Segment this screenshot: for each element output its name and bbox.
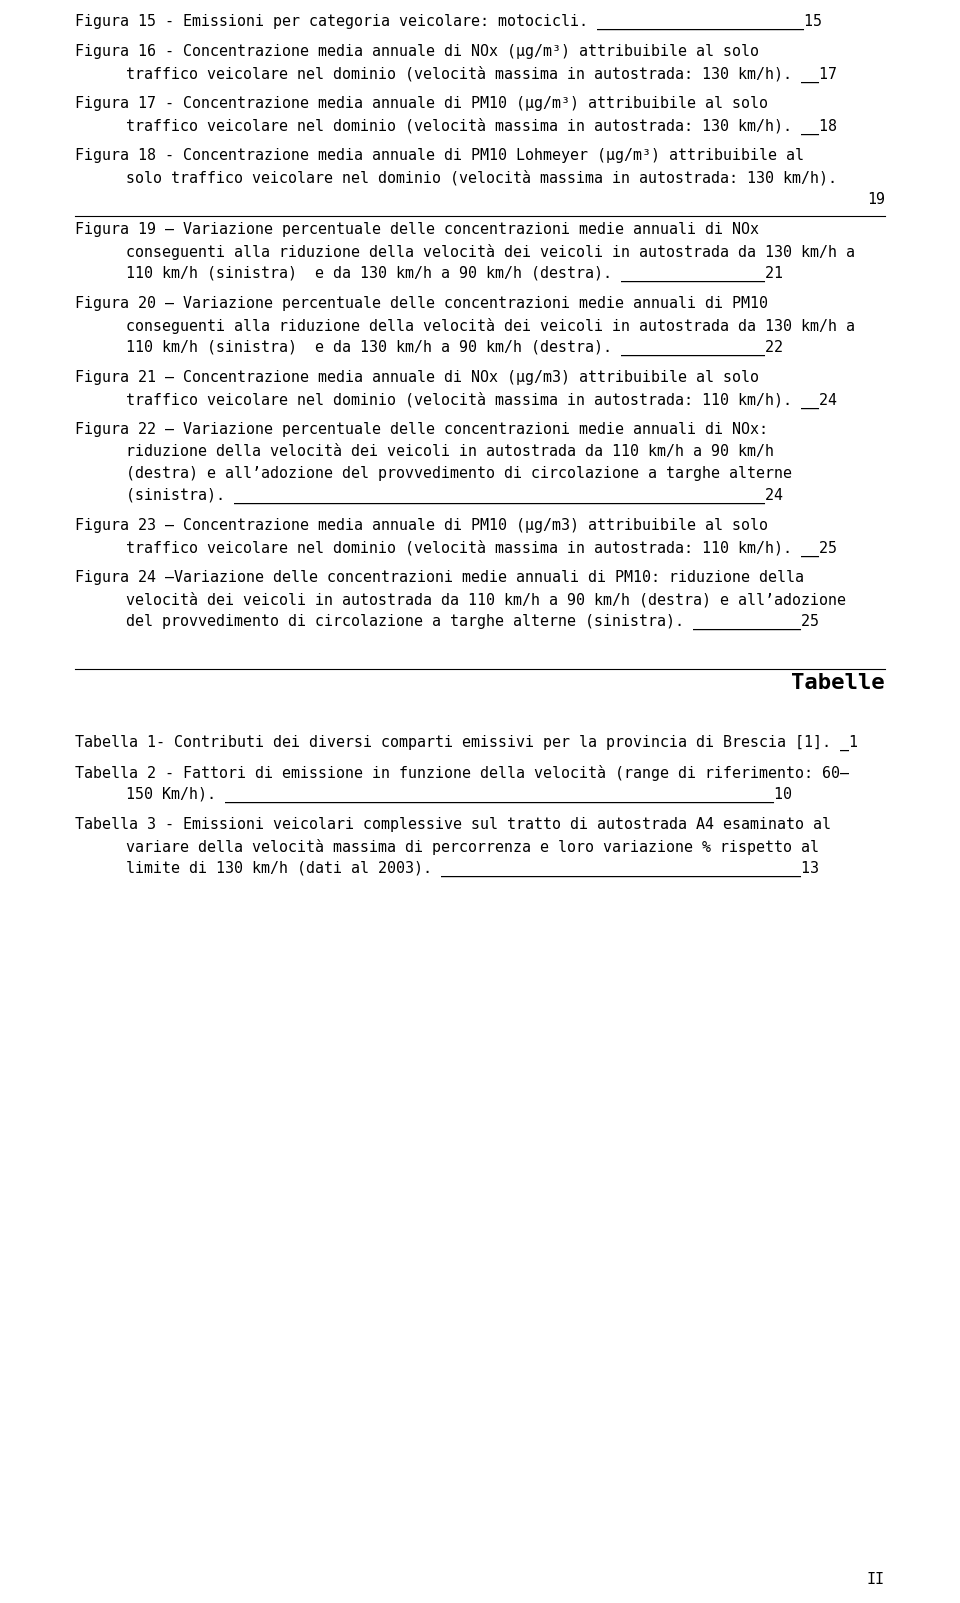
Text: 110 km/h (sinistra)  e da 130 km/h a 90 km/h (destra). ________________21: 110 km/h (sinistra) e da 130 km/h a 90 k… [126, 266, 782, 282]
Text: Tabelle: Tabelle [791, 673, 885, 692]
Text: traffico veicolare nel dominio (velocità massima in autostrada: 110 km/h). __24: traffico veicolare nel dominio (velocità… [126, 393, 837, 409]
Text: (sinistra). ___________________________________________________________24: (sinistra). ____________________________… [126, 487, 782, 505]
Text: Figura 19 – Variazione percentuale delle concentrazioni medie annuali di NOx: Figura 19 – Variazione percentuale delle… [75, 221, 759, 237]
Text: Figura 18 - Concentrazione media annuale di PM10 Lohmeyer (μg/m³) attribuibile a: Figura 18 - Concentrazione media annuale… [75, 147, 804, 164]
Text: Figura 17 - Concentrazione media annuale di PM10 (μg/m³) attribuibile al solo: Figura 17 - Concentrazione media annuale… [75, 96, 768, 111]
Text: variare della velocità massima di percorrenza e loro variazione % rispetto al: variare della velocità massima di percor… [126, 838, 819, 854]
Text: limite di 130 km/h (dati al 2003). ________________________________________13: limite di 130 km/h (dati al 2003). _____… [126, 861, 819, 877]
Text: riduzione della velocità dei veicoli in autostrada da 110 km/h a 90 km/h: riduzione della velocità dei veicoli in … [126, 444, 774, 458]
Text: Tabella 1- Contributi dei diversi comparti emissivi per la provincia di Brescia : Tabella 1- Contributi dei diversi compar… [75, 734, 858, 750]
Text: Figura 22 – Variazione percentuale delle concentrazioni medie annuali di NOx:: Figura 22 – Variazione percentuale delle… [75, 422, 768, 438]
Text: Figura 20 – Variazione percentuale delle concentrazioni medie annuali di PM10: Figura 20 – Variazione percentuale delle… [75, 297, 768, 311]
Text: II: II [867, 1573, 885, 1587]
Text: conseguenti alla riduzione della velocità dei veicoli in autostrada da 130 km/h : conseguenti alla riduzione della velocit… [126, 317, 854, 333]
Text: 19: 19 [867, 192, 885, 207]
Text: traffico veicolare nel dominio (velocità massima in autostrada: 130 km/h). __18: traffico veicolare nel dominio (velocità… [126, 119, 837, 135]
Text: Figura 24 –Variazione delle concentrazioni medie annuali di PM10: riduzione dell: Figura 24 –Variazione delle concentrazio… [75, 571, 804, 585]
Text: solo traffico veicolare nel dominio (velocità massima in autostrada: 130 km/h).: solo traffico veicolare nel dominio (vel… [126, 170, 837, 186]
Text: velocità dei veicoli in autostrada da 110 km/h a 90 km/h (destra) e all’adozione: velocità dei veicoli in autostrada da 11… [126, 592, 846, 608]
Text: (destra) e all’adozione del provvedimento di circolazione a targhe alterne: (destra) e all’adozione del provvediment… [126, 466, 792, 481]
Text: Tabella 2 - Fattori di emissione in funzione della velocità (range di riferiment: Tabella 2 - Fattori di emissione in funz… [75, 765, 849, 781]
Text: traffico veicolare nel dominio (velocità massima in autostrada: 130 km/h). __17: traffico veicolare nel dominio (velocità… [126, 66, 837, 83]
Text: Figura 15 - Emissioni per categoria veicolare: motocicli. ______________________: Figura 15 - Emissioni per categoria veic… [75, 14, 822, 30]
Text: 150 Km/h). _____________________________________________________________10: 150 Km/h). _____________________________… [126, 787, 792, 803]
Text: Figura 21 – Concentrazione media annuale di NOx (μg/m3) attribuibile al solo: Figura 21 – Concentrazione media annuale… [75, 370, 759, 385]
Text: conseguenti alla riduzione della velocità dei veicoli in autostrada da 130 km/h : conseguenti alla riduzione della velocit… [126, 244, 854, 260]
Text: Figura 23 – Concentrazione media annuale di PM10 (μg/m3) attribuibile al solo: Figura 23 – Concentrazione media annuale… [75, 518, 768, 534]
Text: 110 km/h (sinistra)  e da 130 km/h a 90 km/h (destra). ________________22: 110 km/h (sinistra) e da 130 km/h a 90 k… [126, 340, 782, 356]
Text: Figura 16 - Concentrazione media annuale di NOx (μg/m³) attribuibile al solo: Figura 16 - Concentrazione media annuale… [75, 43, 759, 59]
Text: Tabella 3 - Emissioni veicolari complessive sul tratto di autostrada A4 esaminat: Tabella 3 - Emissioni veicolari compless… [75, 816, 831, 832]
Text: traffico veicolare nel dominio (velocità massima in autostrada: 110 km/h). __25: traffico veicolare nel dominio (velocità… [126, 540, 837, 558]
Text: del provvedimento di circolazione a targhe alterne (sinistra). ____________25: del provvedimento di circolazione a targ… [126, 614, 819, 630]
